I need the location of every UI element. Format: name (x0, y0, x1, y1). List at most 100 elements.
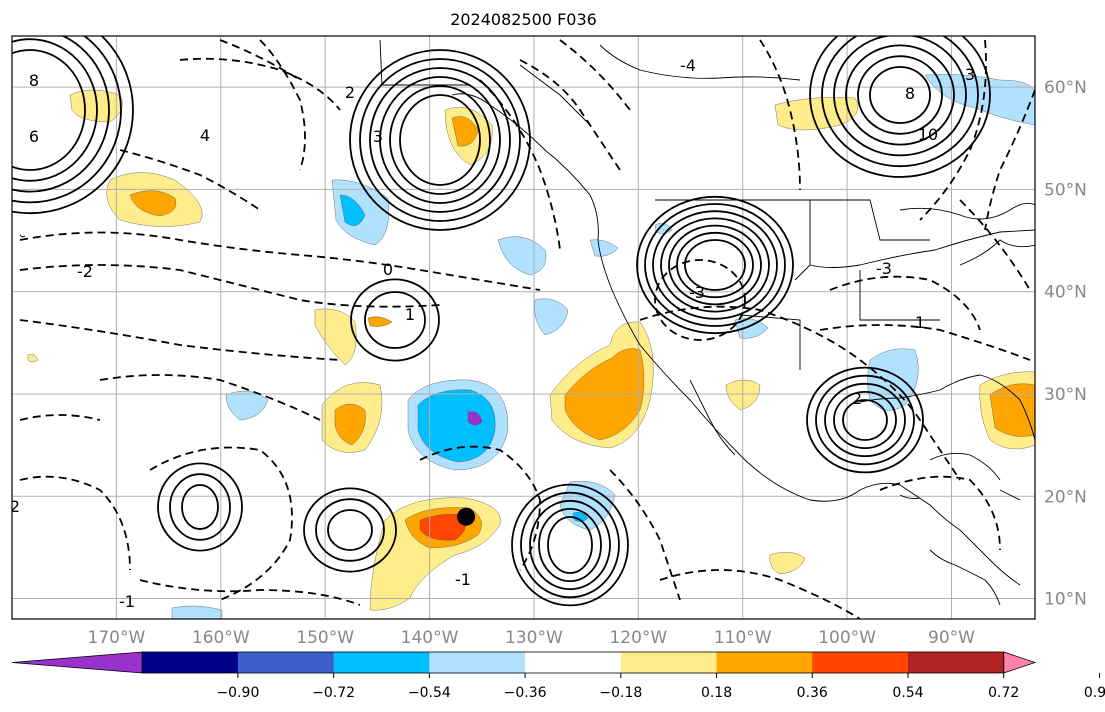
contour-positive (538, 507, 602, 582)
colorbar-swatch (237, 652, 335, 673)
contour-positive (815, 374, 915, 466)
contour-positive (181, 484, 219, 530)
colorbar-extend-min (11, 651, 143, 674)
colorbar-tick-label: −0.72 (312, 685, 355, 701)
contour-negative (879, 475, 1001, 551)
contour-positive (12, 38, 98, 182)
longitude-label: 140°W (401, 628, 459, 648)
colorbar-tick-label: 0.90 (1084, 685, 1105, 701)
contour-label: 1 (405, 305, 415, 324)
coastlines (19, 39, 1035, 606)
latitude-label: 20°N (1044, 487, 1087, 507)
contour-positive (520, 491, 620, 599)
longitude-label: 150°W (296, 628, 354, 648)
anomaly-patch (769, 551, 806, 575)
contour-positive (824, 382, 906, 458)
latitude-label: 30°N (1044, 385, 1087, 405)
contour-negative (659, 569, 861, 619)
contour-positive (644, 203, 786, 327)
colorbar-outline (141, 651, 1005, 674)
contour-label: -1 (119, 592, 135, 611)
anomaly-patch (129, 190, 177, 217)
contour-positive (350, 278, 440, 362)
contour-negative (419, 445, 541, 571)
contour-positive (327, 509, 373, 551)
contour-negative (259, 39, 306, 171)
anomaly-patch (451, 116, 479, 147)
coastline-segment (689, 379, 736, 456)
colorbar-swatch (716, 652, 813, 673)
contour-label: -1 (455, 570, 471, 589)
contour-label: 3 (965, 65, 975, 84)
anomaly-patch (334, 403, 366, 446)
contour-negative (19, 319, 341, 361)
longitude-label: 130°W (505, 628, 563, 648)
colorbar-swatch (525, 652, 622, 673)
colorbar-tick-label: 0.18 (701, 685, 732, 701)
coastline-segment (19, 234, 26, 238)
contour-positive (660, 217, 770, 313)
longitude-labels: 170°W 160°W 150°W 140°W 130°W 120°W 110°W 100°W… (88, 628, 976, 648)
colorbar-tick-label: 0.36 (797, 685, 828, 701)
contour-label: -3 (876, 259, 892, 278)
contour-negative (219, 39, 301, 81)
contour-negative (829, 275, 981, 331)
coastline-segment (859, 270, 940, 321)
contour-label: 2 (852, 389, 862, 408)
storm-center-dot (457, 507, 476, 526)
contour-negative (519, 59, 621, 171)
coastline-segment (929, 549, 1001, 606)
contour-label: 6 (29, 127, 39, 146)
contour-positive (12, 36, 122, 204)
anomaly-patch (339, 194, 366, 226)
longitude-label: 160°W (192, 628, 250, 648)
coastline-segment (739, 314, 801, 370)
colorbar-tick-label: 0.54 (892, 685, 923, 701)
contour-lines (12, 36, 1035, 619)
contour-negative (19, 231, 541, 291)
colorbar-extend-max (1003, 651, 1037, 674)
contour-positive (12, 36, 110, 193)
contour-label: 2 (10, 497, 20, 516)
contour-positive (349, 49, 531, 231)
contour-positive (369, 67, 511, 213)
colorbar-swatch (907, 652, 1005, 673)
longitude-label: 110°W (714, 628, 772, 648)
contour-label: -3 (689, 283, 705, 302)
anomaly-patch (534, 298, 569, 336)
contour-label: -2 (77, 262, 93, 281)
contour-negative (639, 305, 961, 481)
contour-positive (842, 399, 888, 441)
colorbar-tick-label: −0.36 (504, 685, 547, 701)
contour-negative (19, 414, 101, 421)
colorbar: −0.90 −0.72 −0.54 −0.36 −0.18 0.18 0.36 0.54 0.7… (11, 651, 1105, 701)
anomaly-patch (589, 239, 619, 257)
longitude-label: 120°W (609, 628, 667, 648)
contour-negative (759, 39, 801, 191)
contour-positive (169, 473, 231, 541)
contour-negative (149, 446, 293, 601)
contour-negative (179, 57, 341, 111)
colorbar-tick-label: −0.54 (408, 685, 451, 701)
colorbar-tick-label: −0.90 (216, 685, 259, 701)
contour-positive (845, 44, 955, 146)
contour-label: 8 (905, 84, 915, 103)
latitude-label: 50°N (1044, 180, 1087, 200)
contour-label: 10 (918, 125, 938, 144)
contour-label: 3 (373, 127, 383, 146)
coastline-segment (655, 199, 1035, 268)
contour-label: -4 (680, 56, 696, 75)
colorbar-swatch (620, 652, 718, 673)
contour-positive (806, 366, 924, 474)
contour-label: 2 (345, 83, 355, 102)
coastline-segment (599, 44, 801, 81)
contour-positive (684, 239, 746, 291)
contour-positive (12, 36, 134, 215)
contour-positive (809, 36, 991, 178)
anomaly-patch (467, 411, 483, 426)
colorbar-swatch (429, 652, 526, 673)
graticule (12, 36, 1035, 619)
latitude-label: 60°N (1044, 78, 1087, 98)
